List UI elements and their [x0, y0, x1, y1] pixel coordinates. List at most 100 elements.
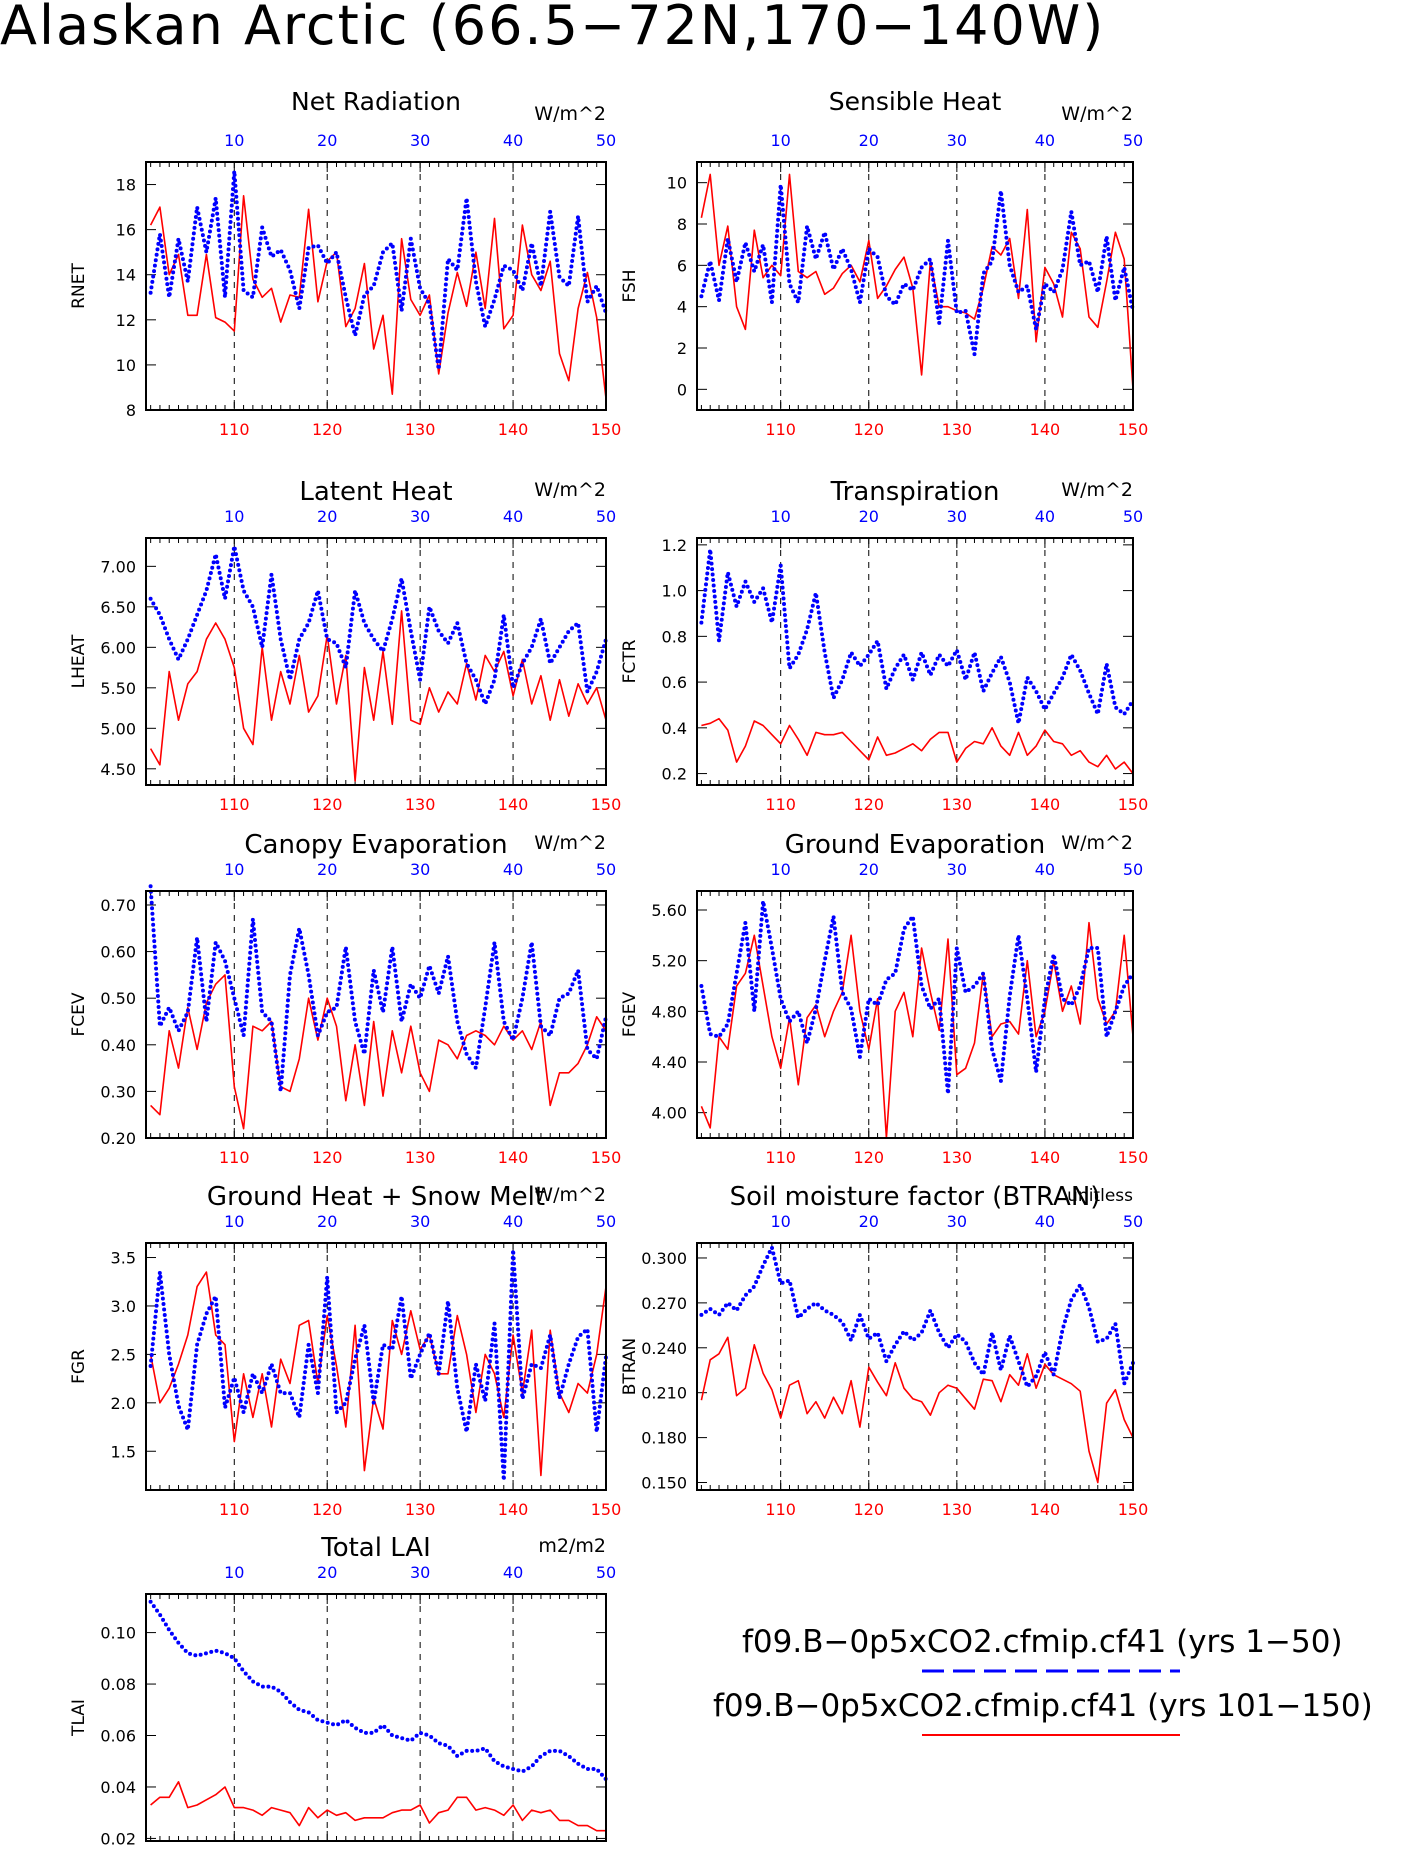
y-tick-label: 14: [116, 266, 136, 285]
y-tick-label: 0.240: [641, 1339, 687, 1358]
x-tick-label-top: 40: [1035, 1212, 1055, 1231]
chart-panel-5: Canopy Evaporation W/m^2 0.20 0.30 0.40 0.50 0…: [69, 830, 621, 1167]
y-tick-label: 4.80: [651, 1002, 687, 1021]
x-tick-label-top: 40: [503, 860, 523, 879]
y-axis-label: RNET: [69, 263, 89, 309]
series-line-yrs-101-150: [150, 974, 607, 1130]
chart-title: Ground Evaporation: [785, 830, 1045, 860]
legend-entry-run1: f09.B−0p5xCO2.cfmip.cf41 (yrs 1−50): [742, 1624, 1343, 1660]
x-tick-label-bottom: 130: [942, 420, 973, 439]
x-tick-label-top: 10: [770, 131, 790, 150]
units-label: W/m^2: [534, 832, 606, 854]
x-tick-label-bottom: 110: [765, 795, 796, 814]
y-tick-label: 12: [116, 311, 136, 330]
x-tick-label-bottom: 140: [1030, 1148, 1061, 1167]
y-tick-label: 1.5: [111, 1442, 136, 1461]
chart-panel-4: Transpiration W/m^2 0.2 0.4 0.6 0.8 1.0 1.2 10 20…: [620, 477, 1148, 814]
x-tick-label-top: 40: [503, 1212, 523, 1231]
series-line-yrs-1-50: [699, 547, 1135, 726]
x-tick-label-top: 50: [1123, 860, 1143, 879]
y-tick-label: 0.40: [100, 1036, 136, 1055]
x-tick-label-bottom: 150: [1118, 795, 1149, 814]
y-tick-label: 5.60: [651, 901, 687, 920]
series-line-yrs-1-50: [148, 169, 608, 372]
series-line-yrs-1-50: [148, 1247, 608, 1483]
y-tick-label: 0.210: [641, 1384, 687, 1403]
x-tick-label-top: 10: [224, 1563, 244, 1582]
x-tick-label-bottom: 120: [853, 1500, 884, 1519]
y-tick-label: 5.00: [100, 719, 136, 738]
series-line-yrs-101-150: [149, 195, 607, 399]
x-tick-label-top: 40: [503, 1563, 523, 1582]
x-tick-label-bottom: 140: [498, 1148, 529, 1167]
legend-entry-run2: f09.B−0p5xCO2.cfmip.cf41 (yrs 101−150): [713, 1688, 1373, 1724]
chart-title: Sensible Heat: [829, 87, 1002, 116]
y-tick-label: 1.2: [662, 536, 687, 555]
x-tick-label-top: 20: [317, 1563, 337, 1582]
plot-frame: [696, 1242, 1134, 1491]
y-axis-label: LHEAT: [69, 634, 89, 688]
chart-title: Net Radiation: [291, 87, 461, 116]
y-axis-label: BTRAN: [620, 1338, 640, 1396]
page-title: Alaskan Arctic (66.5−72N,170−140W): [0, 0, 1106, 57]
chart-title: Soil moisture factor (BTRAN): [730, 1182, 1101, 1212]
plot-frame: [145, 890, 607, 1139]
y-tick-label: 0: [677, 380, 687, 399]
x-tick-label-bottom: 120: [312, 795, 343, 814]
x-tick-label-bottom: 140: [498, 795, 529, 814]
series-line-yrs-1-50: [148, 1599, 608, 1782]
x-tick-label-top: 20: [317, 1212, 337, 1231]
x-tick-label-top: 30: [947, 131, 967, 150]
x-tick-label-bottom: 110: [765, 1148, 796, 1167]
units-label: W/m^2: [1061, 103, 1133, 125]
x-tick-label-top: 20: [859, 860, 879, 879]
x-tick-label-top: 30: [410, 131, 430, 150]
x-tick-label-bottom: 110: [219, 1500, 250, 1519]
plot-frame: [145, 1593, 607, 1842]
y-tick-label: 0.60: [100, 943, 136, 962]
series-line-yrs-101-150: [700, 173, 1134, 390]
plot-frame: [696, 161, 1134, 411]
x-tick-label-top: 30: [947, 1212, 967, 1231]
y-tick-label: 7.00: [100, 557, 136, 576]
x-tick-label-bottom: 140: [1030, 420, 1061, 439]
x-tick-label-bottom: 150: [1118, 420, 1149, 439]
y-tick-label: 8: [677, 215, 687, 234]
y-tick-label: 6: [677, 256, 687, 275]
series-line-yrs-1-50: [148, 544, 608, 706]
y-tick-label: 0.30: [100, 1082, 136, 1101]
x-tick-label-top: 50: [596, 860, 616, 879]
units-label: W/m^2: [534, 103, 606, 125]
x-tick-label-bottom: 120: [312, 1148, 343, 1167]
y-axis-label: FCEV: [69, 992, 89, 1036]
y-tick-label: 0.10: [100, 1624, 136, 1643]
x-tick-label-top: 50: [1123, 507, 1143, 526]
y-tick-label: 0.06: [100, 1727, 136, 1746]
plot-frame: [145, 161, 607, 411]
y-tick-label: 0.300: [641, 1249, 687, 1268]
series-line-yrs-1-50: [148, 884, 608, 1094]
chart-title: Total LAI: [320, 1533, 431, 1563]
y-axis-label: TLAI: [69, 1699, 89, 1737]
x-tick-label-top: 20: [859, 1212, 879, 1231]
y-tick-label: 18: [116, 176, 136, 195]
plot-frame: [145, 537, 607, 786]
y-tick-label: 8: [126, 401, 136, 420]
x-tick-label-bottom: 150: [591, 1500, 622, 1519]
x-tick-label-bottom: 150: [591, 1148, 622, 1167]
x-tick-label-top: 10: [770, 1212, 790, 1231]
x-tick-label-top: 50: [596, 507, 616, 526]
y-tick-label: 0.04: [100, 1778, 136, 1797]
y-tick-label: 0.270: [641, 1294, 687, 1313]
chart-panel-3: Latent Heat W/m^2 4.50 5.00 5.50 6.00 6.50 7.00…: [69, 477, 621, 814]
x-tick-label-bottom: 150: [1118, 1148, 1149, 1167]
series-line-yrs-1-50: [699, 1245, 1135, 1389]
legend-line-run1: [922, 1669, 1180, 1673]
x-tick-label-bottom: 140: [1030, 795, 1061, 814]
x-tick-label-bottom: 110: [219, 420, 250, 439]
x-tick-label-bottom: 120: [312, 1500, 343, 1519]
y-tick-label: 10: [116, 356, 136, 375]
series-line-yrs-101-150: [701, 717, 1134, 775]
